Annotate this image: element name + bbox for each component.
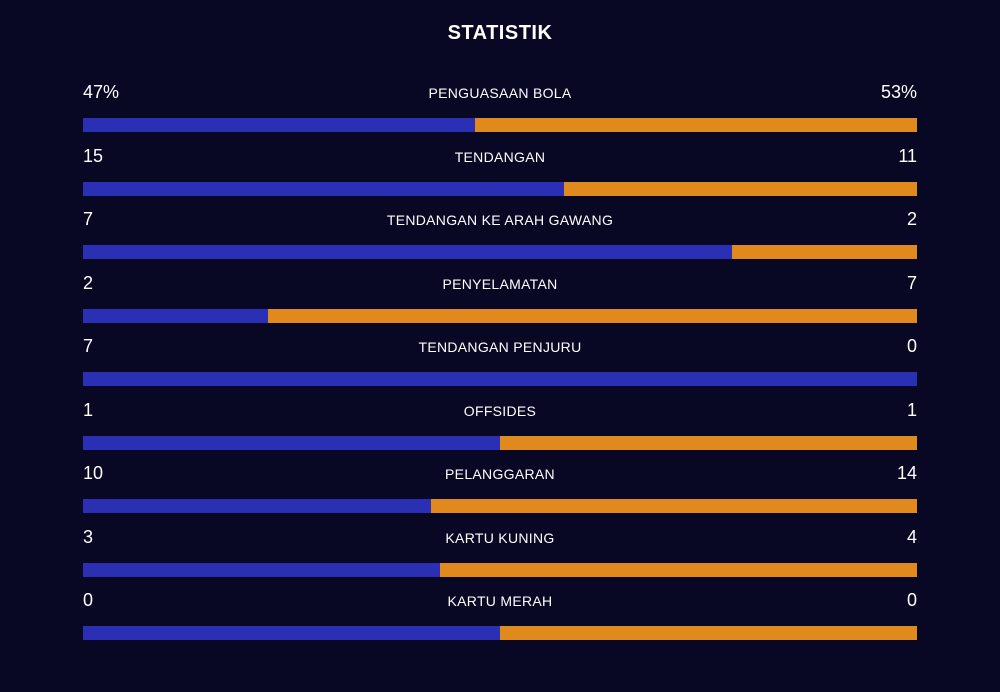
home-bar-segment <box>83 118 475 132</box>
stat-label: PELANGGARAN <box>445 466 555 482</box>
stat-label: PENYELAMATAN <box>442 275 558 292</box>
home-value: 47% <box>83 82 120 102</box>
away-bar-segment <box>500 435 917 450</box>
comparison-bar <box>83 308 917 323</box>
stat-label: TENDANGAN <box>454 148 546 165</box>
stat-row: 7 TENDANGAN KE ARAH GAWANG 2 <box>83 207 917 271</box>
away-bar-segment <box>731 245 917 259</box>
stat-row: 0 KARTU MERAH 0 <box>83 588 917 652</box>
stat-label: KARTU KUNING <box>445 529 555 546</box>
home-bar-segment <box>83 372 917 386</box>
away-bar-segment <box>440 562 917 577</box>
stat-row: 15 TENDANGAN 11 <box>83 144 917 208</box>
comparison-bar <box>83 499 917 513</box>
home-value: 7 <box>83 336 94 356</box>
home-bar-segment <box>83 245 732 259</box>
home-bar-segment <box>83 562 441 577</box>
stat-label: KARTU MERAH <box>447 593 553 609</box>
comparison-bar <box>83 372 917 386</box>
home-bar-segment <box>83 499 431 513</box>
home-bar-segment <box>83 435 500 450</box>
stat-row: 1 OFFSIDES 1 <box>83 398 917 462</box>
away-value: 7 <box>906 272 917 293</box>
away-value: 1 <box>906 399 917 420</box>
home-bar-segment <box>83 308 269 323</box>
away-value: 11 <box>898 145 917 166</box>
home-value: 7 <box>83 209 94 229</box>
stat-label: PENGUASAAN BOLA <box>428 85 572 101</box>
stat-label: OFFSIDES <box>463 402 537 419</box>
home-value: 0 <box>83 590 94 610</box>
stat-row: 3 KARTU KUNING 4 <box>83 525 917 589</box>
away-bar-segment <box>430 499 917 513</box>
stat-label: TENDANGAN KE ARAH GAWANG <box>386 212 614 228</box>
home-value: 10 <box>83 463 104 483</box>
home-value: 1 <box>83 399 94 420</box>
away-bar-segment <box>268 308 917 323</box>
stat-row: 2 PENYELAMATAN 7 <box>83 271 917 335</box>
home-value: 3 <box>83 526 94 547</box>
comparison-bar <box>83 435 917 450</box>
away-value: 53% <box>880 82 917 102</box>
away-bar-segment <box>564 181 917 196</box>
stat-row: 7 TENDANGAN PENJURU 0 <box>83 334 917 398</box>
away-value: 0 <box>906 590 917 610</box>
away-value: 0 <box>906 336 917 356</box>
stat-row: 10 PELANGGARAN 14 <box>83 461 917 525</box>
stat-row: 47% PENGUASAAN BOLA 53% <box>83 80 917 144</box>
page-title: STATISTIK <box>447 22 553 44</box>
away-value: 4 <box>906 526 917 547</box>
away-value: 14 <box>896 463 917 483</box>
home-value: 15 <box>83 145 104 166</box>
away-bar-segment <box>474 118 917 132</box>
home-bar-segment <box>83 626 500 640</box>
comparison-bar <box>83 181 917 196</box>
away-bar-segment <box>500 626 917 640</box>
comparison-bar <box>83 626 917 640</box>
comparison-bar <box>83 245 917 259</box>
away-value: 2 <box>906 209 917 229</box>
stats-list: 47% PENGUASAAN BOLA 53% 15 TENDANGAN 11 … <box>83 80 917 652</box>
home-bar-segment <box>83 181 565 196</box>
comparison-bar <box>83 562 917 577</box>
comparison-bar <box>83 118 917 132</box>
home-value: 2 <box>83 272 94 293</box>
stat-label: TENDANGAN PENJURU <box>418 339 582 355</box>
